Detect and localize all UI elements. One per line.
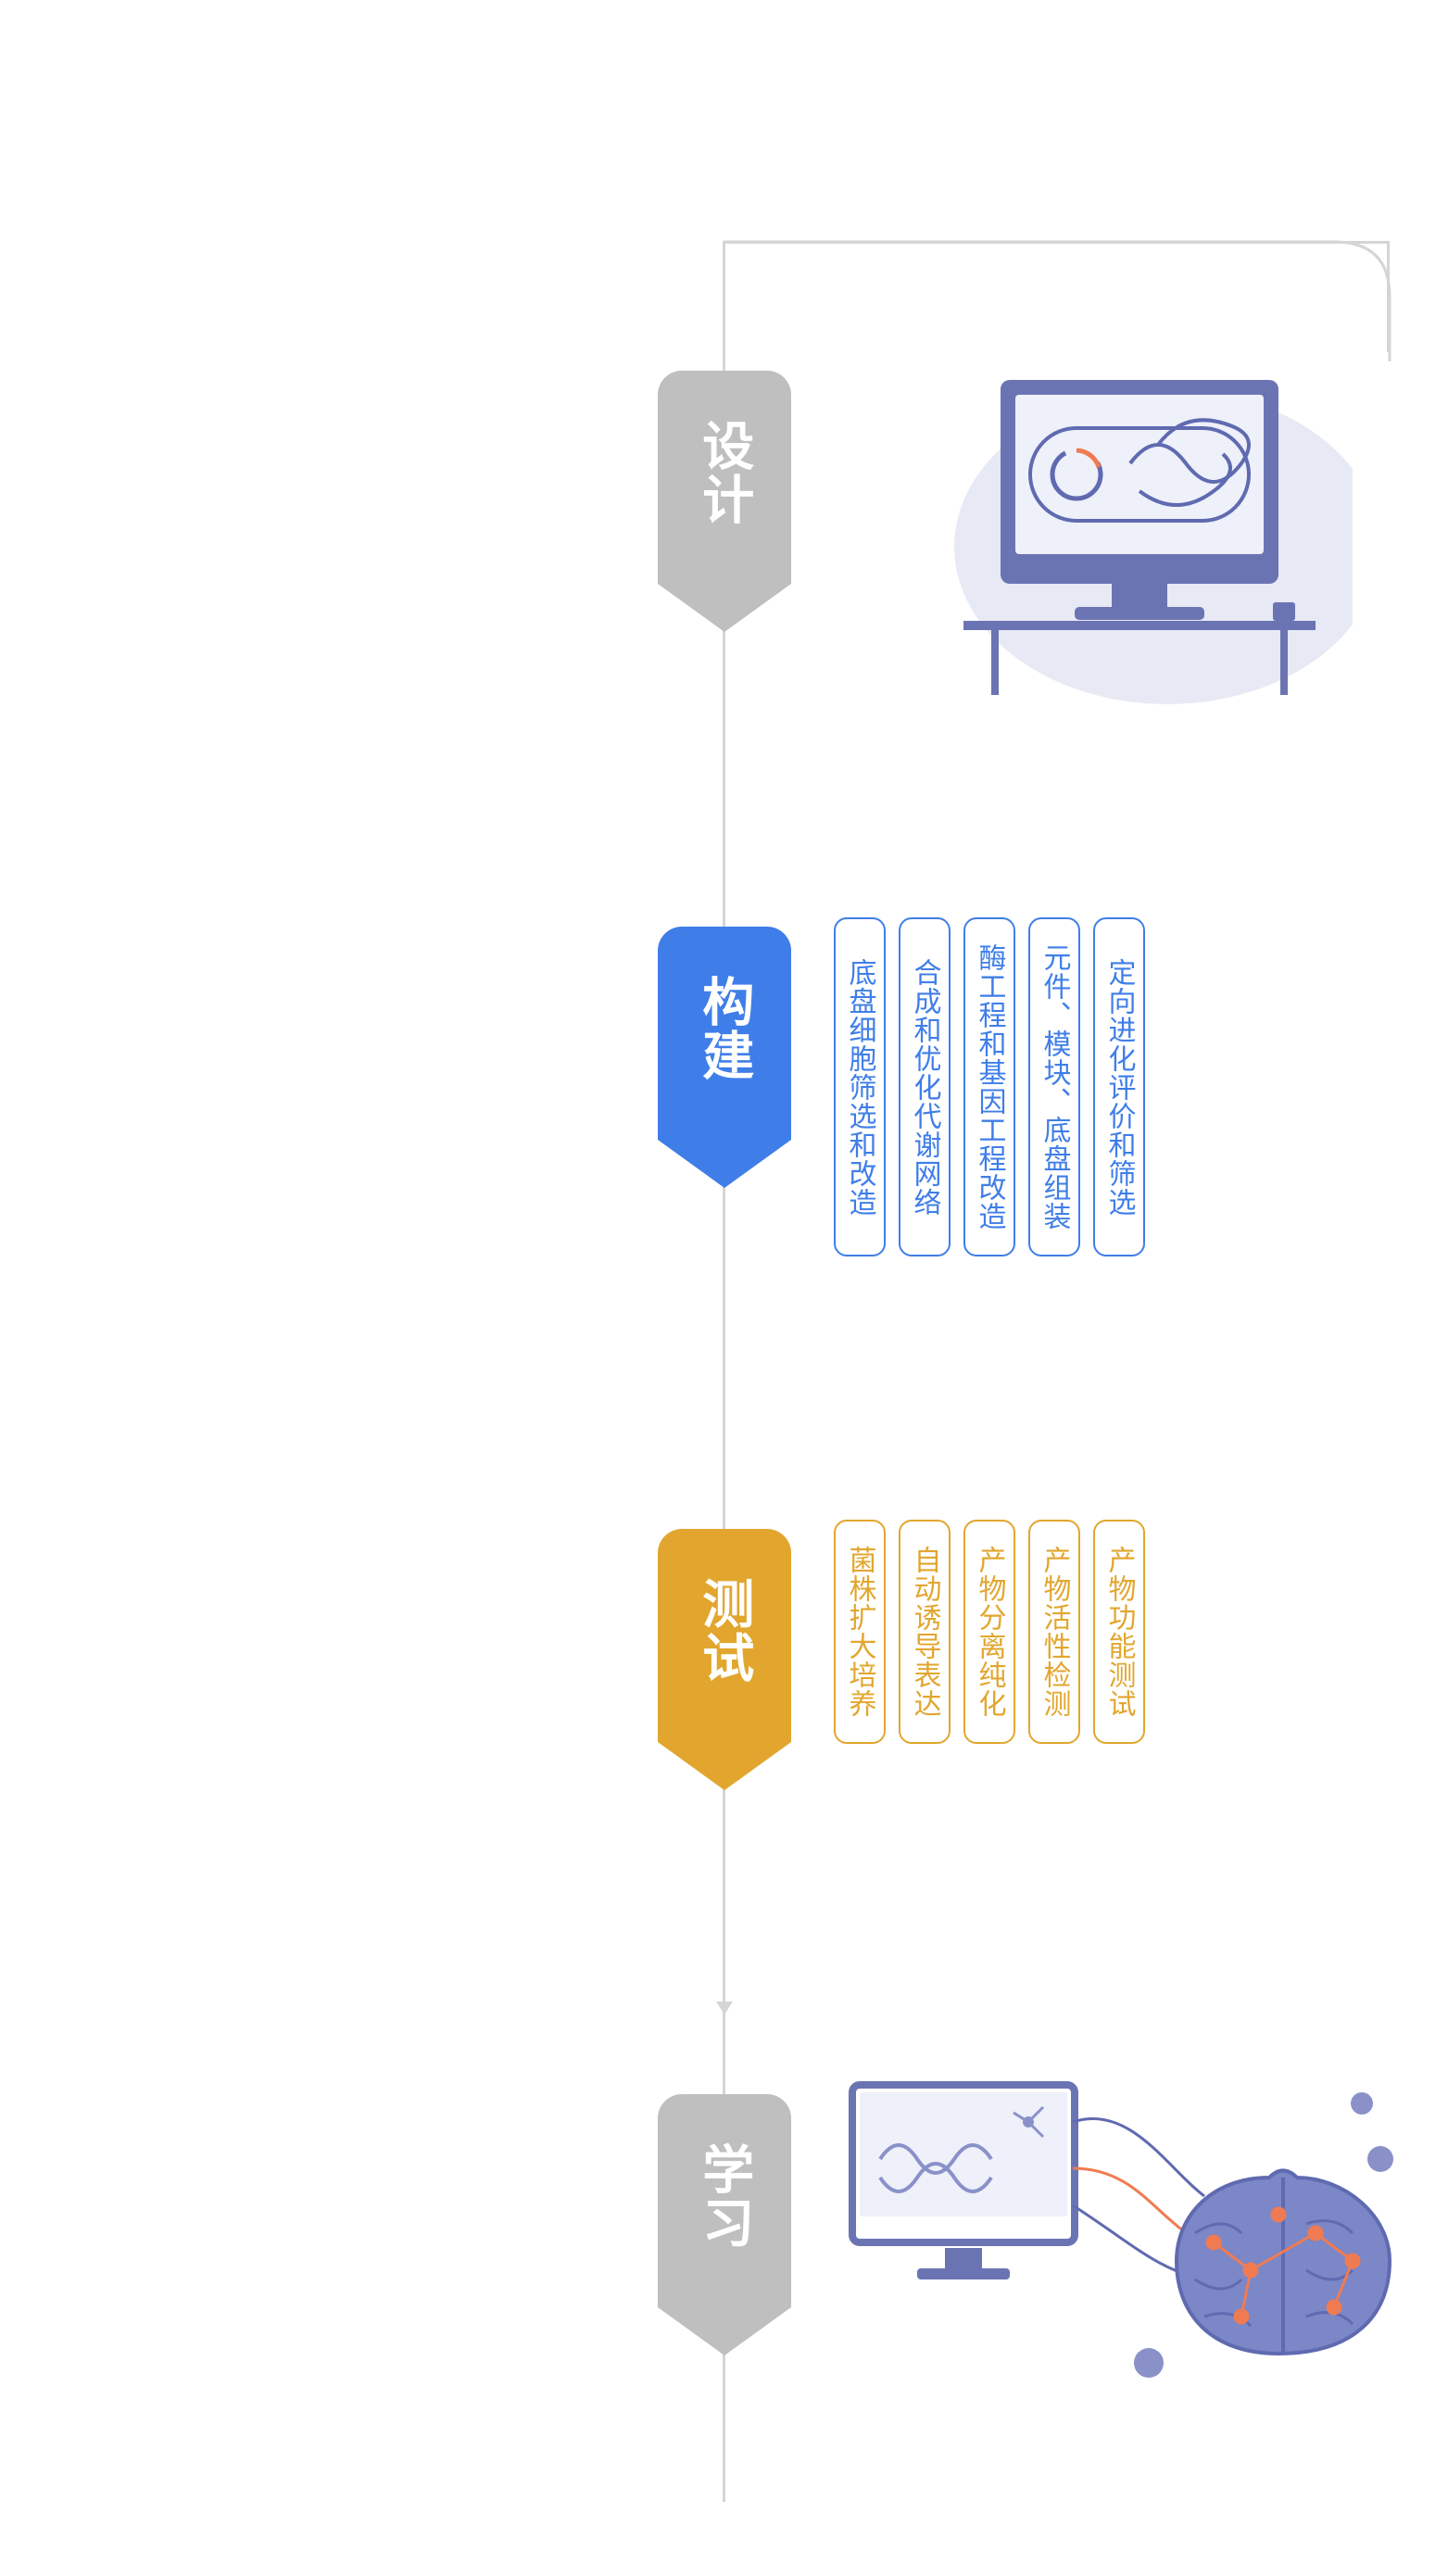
learn-illustration bbox=[834, 2066, 1408, 2400]
stage-pill: 产物分离纯化 bbox=[963, 1520, 1015, 1744]
stage-pill-row: 定向进化评价和筛选元件、模块、底盘组装酶工程和基因工程改造合成和优化代谢网络底盘… bbox=[834, 917, 1145, 1256]
stage-label: 测试 bbox=[696, 1577, 753, 1685]
stage-label: 设计 bbox=[696, 419, 753, 526]
stage-shield: 构建 bbox=[658, 927, 791, 1140]
stage-pill: 元件、模块、底盘组装 bbox=[1028, 917, 1080, 1256]
design-illustration bbox=[834, 324, 1353, 704]
stage-build: 构建定向进化评价和筛选元件、模块、底盘组装酶工程和基因工程改造合成和优化代谢网络… bbox=[658, 927, 791, 1140]
stage-pill: 底盘细胞筛选和改造 bbox=[834, 917, 886, 1256]
stage-label: 构建 bbox=[696, 975, 753, 1082]
stage-test: 测试产物功能测试产物活性检测产物分离纯化自动诱导表达菌株扩大培养 bbox=[658, 1529, 791, 1742]
stage-shield: 学习 bbox=[658, 2094, 791, 2307]
stage-pill: 定向进化评价和筛选 bbox=[1093, 917, 1145, 1256]
stage-learn: 学习 bbox=[658, 2094, 791, 2307]
stage-pill: 合成和优化代谢网络 bbox=[899, 917, 951, 1256]
stage-design: 设计 bbox=[658, 371, 791, 584]
stage-pill: 产物活性检测 bbox=[1028, 1520, 1080, 1744]
stage-pill-row: 产物功能测试产物活性检测产物分离纯化自动诱导表达菌株扩大培养 bbox=[834, 1520, 1145, 1744]
stage-pill: 酶工程和基因工程改造 bbox=[963, 917, 1015, 1256]
stage-label: 学习 bbox=[696, 2142, 753, 2250]
stage-pill: 自动诱导表达 bbox=[899, 1520, 951, 1744]
stage-pill: 菌株扩大培养 bbox=[834, 1520, 886, 1744]
stage-shield: 设计 bbox=[658, 371, 791, 584]
spine-arrow bbox=[716, 2001, 733, 2014]
stage-shield: 测试 bbox=[658, 1529, 791, 1742]
stage-pill: 产物功能测试 bbox=[1093, 1520, 1145, 1744]
